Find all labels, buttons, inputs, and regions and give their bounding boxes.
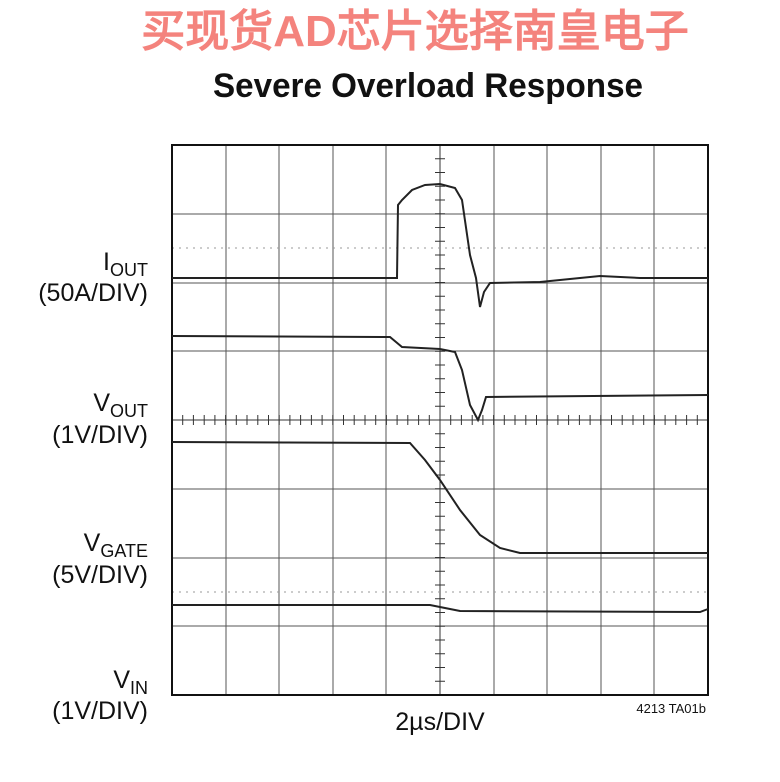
vgate-trace (171, 441, 708, 554)
channel-scale: (5V/DIV) (52, 561, 148, 589)
channel-symbol: V (84, 529, 101, 557)
channel-subscript: OUT (110, 260, 148, 280)
scope-grid (171, 144, 709, 696)
channel-subscript: IN (130, 678, 148, 698)
channel-scale: (1V/DIV) (52, 697, 148, 725)
channel-name: VGATE (84, 529, 148, 561)
channel-subscript: GATE (100, 541, 148, 561)
channel-scale: (1V/DIV) (52, 421, 148, 449)
channel-symbol: V (113, 666, 130, 694)
vin-trace (172, 604, 709, 614)
channel-labels: IOUT(50A/DIV)VOUT(1V/DIV)VGATE(5V/DIV)VI… (38, 248, 148, 725)
channel-name: VOUT (93, 389, 148, 421)
x-label: 2µs/DIV (395, 708, 485, 736)
channel-name: VIN (113, 666, 148, 698)
channel-symbol: V (93, 389, 110, 417)
channel-symbol: I (103, 248, 110, 276)
channel-name: IOUT (103, 248, 148, 280)
figure-code: 4213 TA01b (636, 701, 706, 716)
vout-trace (171, 335, 709, 423)
channel-subscript: OUT (110, 401, 148, 421)
traces (171, 182, 709, 614)
title: Severe Overload Response (213, 67, 643, 105)
channel-scale: (50A/DIV) (38, 279, 148, 307)
iout-trace (172, 182, 708, 308)
watermark: 买现货AD芯片选择南皇电子 (141, 7, 689, 56)
